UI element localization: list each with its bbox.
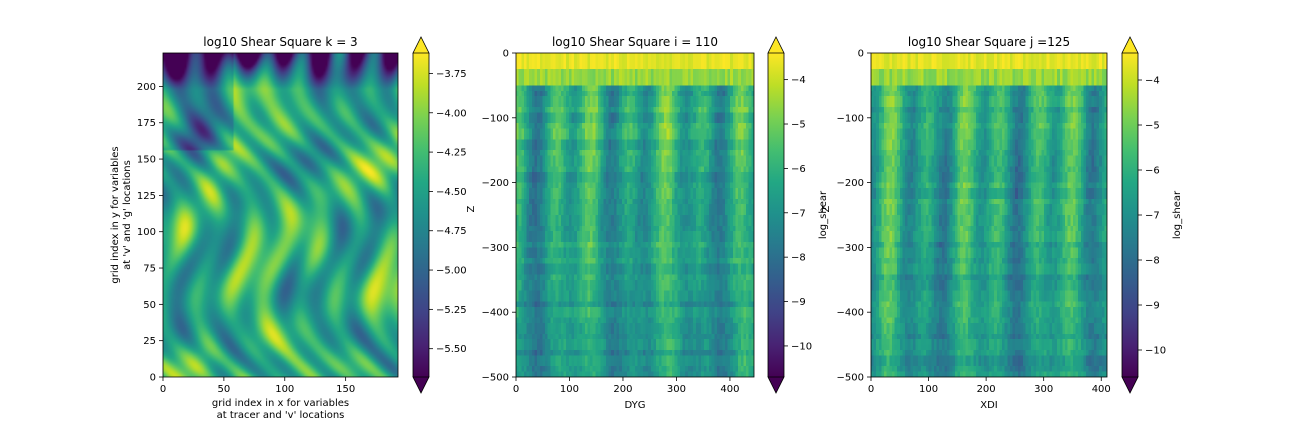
- colorbar-label: log_shear: [818, 190, 829, 239]
- x-tick-label: 200: [977, 384, 996, 395]
- heatmap-image: [871, 53, 1107, 377]
- x-tick-label: 50: [218, 384, 231, 395]
- colorbar-tick-label: −9: [791, 297, 806, 308]
- colorbar-tick-label: −4.00: [436, 108, 467, 119]
- colorbar-tick-label: −6: [791, 164, 806, 175]
- axes-frame: [162, 52, 399, 378]
- colorbar-tick-label: −8: [1145, 256, 1160, 267]
- colorbar-tick-label: −5.00: [436, 266, 467, 277]
- panel-2: log10 Shear Square i = 110 0 100 200 300 400 0…: [466, 35, 829, 411]
- y-axis-label: Z: [821, 205, 832, 212]
- colorbar-extend-max: [1121, 36, 1139, 54]
- colorbar-frame: [412, 53, 430, 377]
- chart-title: log10 Shear Square i = 110: [552, 35, 718, 49]
- colorbar-tick-label: −5: [791, 120, 806, 131]
- colorbar-tick-label: −6: [1145, 166, 1160, 177]
- x-tick-label: 100: [919, 384, 938, 395]
- x-axis-label: XDI: [980, 400, 998, 411]
- colorbar-extend-max: [767, 36, 785, 54]
- y-tick-label: −100: [482, 113, 509, 124]
- y-tick-label: 200: [137, 82, 156, 93]
- colorbar-gradient: [413, 53, 429, 377]
- colorbar-extend-min: [412, 376, 430, 394]
- axes-frame: [870, 52, 1108, 378]
- y-tick-label: −100: [837, 113, 864, 124]
- x-axis-label: DYG: [624, 400, 645, 411]
- heatmap-image: [516, 53, 754, 377]
- y-tick-label: 150: [137, 155, 156, 166]
- colorbar-tick-label: −4: [1145, 76, 1160, 87]
- colorbar-tick-label: −4.75: [436, 226, 467, 237]
- y-tick-label: −300: [837, 243, 864, 254]
- x-tick-label: 300: [667, 384, 686, 395]
- y-tick-label: 25: [143, 336, 156, 347]
- colorbar-tick-label: −7: [1145, 211, 1160, 222]
- colorbar-tick-label: −7: [791, 208, 806, 219]
- x-tick-label: 150: [336, 384, 355, 395]
- x-tick-label: 0: [160, 384, 166, 395]
- colorbar-tick-label: −4.50: [436, 187, 467, 198]
- y-tick-label: 0: [858, 49, 864, 60]
- y-tick-label: −200: [837, 178, 864, 189]
- colorbar-extend-min: [1121, 376, 1139, 394]
- colorbar: −4 −5 −6 −7 −8 −9 −10 log_shear: [767, 36, 829, 394]
- axes-frame: [515, 52, 755, 378]
- x-tick-label: 0: [513, 384, 519, 395]
- colorbar-label: log_shear: [1172, 190, 1183, 239]
- x-tick-label: 100: [560, 384, 579, 395]
- x-axis-label: at tracer and 'v' locations: [217, 410, 345, 421]
- colorbar-tick-label: −4.25: [436, 148, 467, 159]
- y-tick-label: 0: [150, 373, 156, 384]
- y-tick-label: −500: [837, 373, 864, 384]
- x-tick-label: 400: [720, 384, 739, 395]
- y-tick-label: −300: [482, 243, 509, 254]
- y-axis-label: grid index in y for variables: [110, 146, 121, 283]
- colorbar-tick-label: −10: [1145, 346, 1166, 357]
- y-tick-label: 0: [503, 49, 509, 60]
- x-tick-label: 300: [1034, 384, 1053, 395]
- panel-1: log10 Shear Square k = 3 0 50 100 150 0 25 50 75…: [110, 35, 467, 421]
- colorbar-extend-max: [412, 36, 430, 54]
- y-axis-label: Z: [466, 205, 477, 212]
- y-tick-label: 75: [143, 264, 156, 275]
- chart-title: log10 Shear Square k = 3: [203, 35, 357, 49]
- y-tick-label: 50: [143, 300, 156, 311]
- y-tick-label: −500: [482, 373, 509, 384]
- colorbar-gradient: [1122, 53, 1138, 377]
- x-tick-label: 400: [1092, 384, 1111, 395]
- colorbar-tick-label: −5: [1145, 121, 1160, 132]
- colorbar: −4 −5 −6 −7 −8 −9 −10 log_shear: [1121, 36, 1183, 394]
- colorbar-extend-min: [767, 376, 785, 394]
- y-tick-label: 175: [137, 118, 156, 129]
- y-tick-label: −400: [482, 308, 509, 319]
- colorbar-gradient: [768, 53, 784, 377]
- y-tick-label: −400: [837, 308, 864, 319]
- colorbar: −3.75 −4.00 −4.25 −4.50 −4.75 −5.00 −5.25 −5.50: [412, 36, 467, 394]
- heatmap-image: [163, 53, 398, 377]
- x-tick-label: 200: [613, 384, 632, 395]
- colorbar-tick-label: −8: [791, 253, 806, 264]
- colorbar-tick-label: −5.50: [436, 344, 467, 355]
- x-axis-label: grid index in x for variables: [212, 398, 349, 409]
- colorbar-frame: [767, 53, 785, 377]
- y-tick-label: 125: [137, 191, 156, 202]
- colorbar-tick-label: −9: [1145, 301, 1160, 312]
- colorbar-tick-label: −3.75: [436, 69, 467, 80]
- colorbar-tick-label: −5.25: [436, 305, 467, 316]
- x-tick-label: 0: [868, 384, 874, 395]
- y-tick-label: 100: [137, 227, 156, 238]
- colorbar-tick-label: −10: [791, 341, 812, 352]
- x-tick-label: 100: [275, 384, 294, 395]
- colorbar-tick-label: −4: [791, 75, 806, 86]
- y-tick-label: −200: [482, 178, 509, 189]
- y-axis-label: at 'v' and 'g' locations: [122, 160, 133, 270]
- chart-title: log10 Shear Square j =125: [908, 35, 1070, 49]
